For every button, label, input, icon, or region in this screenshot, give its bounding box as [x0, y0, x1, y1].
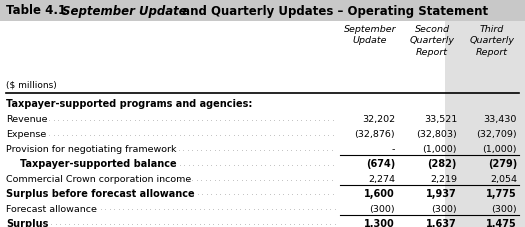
Text: (1,000): (1,000)	[423, 144, 457, 153]
Text: (1,000): (1,000)	[482, 144, 517, 153]
Text: (32,876): (32,876)	[354, 129, 395, 138]
Text: Third
Quarterly
Report: Third Quarterly Report	[469, 25, 514, 57]
Text: 33,521: 33,521	[424, 114, 457, 123]
Text: and Quarterly Updates – Operating Statement: and Quarterly Updates – Operating Statem…	[178, 5, 488, 17]
Text: (279): (279)	[488, 159, 517, 169]
Text: September
Update: September Update	[344, 25, 396, 45]
Text: Second
Quarterly
Report: Second Quarterly Report	[410, 25, 455, 57]
Text: 2,219: 2,219	[430, 174, 457, 183]
Text: -: -	[392, 144, 395, 153]
Text: 32,202: 32,202	[362, 114, 395, 123]
Text: Commercial Crown corporation income: Commercial Crown corporation income	[6, 174, 191, 183]
Text: 1,300: 1,300	[364, 219, 395, 227]
Text: 2,054: 2,054	[490, 174, 517, 183]
Text: Expense: Expense	[6, 129, 46, 138]
Text: (300): (300)	[370, 204, 395, 213]
Text: 1,775: 1,775	[486, 189, 517, 199]
Text: (32,803): (32,803)	[416, 129, 457, 138]
Text: September Update: September Update	[62, 5, 187, 17]
Text: Revenue: Revenue	[6, 114, 47, 123]
Text: 2,274: 2,274	[368, 174, 395, 183]
Text: Table 4.1: Table 4.1	[6, 5, 66, 17]
Text: Surplus before forecast allowance: Surplus before forecast allowance	[6, 189, 195, 199]
Text: 1,937: 1,937	[426, 189, 457, 199]
Bar	[0, 0, 525, 22]
Text: (300): (300)	[432, 204, 457, 213]
Text: (674): (674)	[366, 159, 395, 169]
Text: Taxpayer-supported balance: Taxpayer-supported balance	[20, 159, 176, 169]
Text: Taxpayer-supported programs and agencies:: Taxpayer-supported programs and agencies…	[6, 99, 253, 109]
Text: Provision for negotiating framework: Provision for negotiating framework	[6, 144, 176, 153]
Text: ($ millions): ($ millions)	[6, 81, 57, 90]
Text: 1,600: 1,600	[364, 189, 395, 199]
Text: (282): (282)	[428, 159, 457, 169]
Text: (32,709): (32,709)	[476, 129, 517, 138]
Text: Forecast allowance: Forecast allowance	[6, 204, 97, 213]
Text: 1,475: 1,475	[486, 219, 517, 227]
Bar	[445, 22, 525, 227]
Text: 1,637: 1,637	[426, 219, 457, 227]
Text: Surplus: Surplus	[6, 219, 48, 227]
Text: (300): (300)	[491, 204, 517, 213]
Text: 33,430: 33,430	[484, 114, 517, 123]
